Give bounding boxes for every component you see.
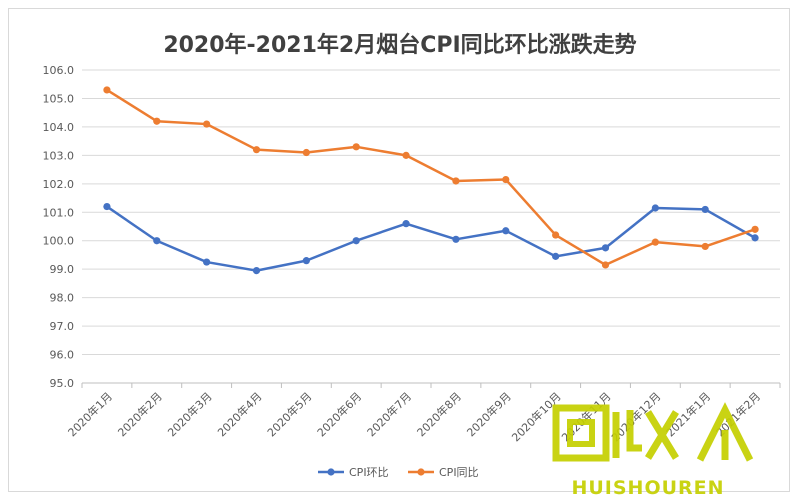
x-tick-label: 2020年7月 bbox=[364, 389, 414, 439]
series-line bbox=[106, 205, 756, 272]
data-point bbox=[153, 117, 161, 125]
y-tick-label: 104.0 bbox=[43, 121, 75, 134]
data-point bbox=[252, 146, 261, 154]
data-point bbox=[103, 86, 111, 94]
data-point bbox=[352, 237, 360, 245]
data-point bbox=[302, 257, 310, 265]
data-point bbox=[203, 120, 211, 128]
chart-frame bbox=[8, 8, 790, 492]
data-point bbox=[502, 227, 510, 235]
data-point bbox=[701, 205, 709, 214]
data-point bbox=[402, 220, 410, 228]
data-point bbox=[701, 242, 709, 251]
data-point bbox=[601, 244, 610, 252]
data-point bbox=[302, 148, 310, 157]
x-tick-label: 2020年3月 bbox=[165, 389, 215, 439]
data-point bbox=[103, 202, 111, 211]
series-line bbox=[106, 88, 756, 267]
y-axis-ticks: 95.0 96.0 97.0 98.0 99.0 100.0 101.0 102.0 103.0… bbox=[43, 64, 75, 390]
y-tick-label: 105.0 bbox=[43, 92, 75, 105]
y-tick-label: 95.0 bbox=[50, 377, 75, 390]
data-point bbox=[502, 175, 510, 184]
y-tick-label: 102.0 bbox=[43, 178, 75, 191]
y-tick-label: 101.0 bbox=[43, 206, 75, 219]
x-tick-label: 2020年8月 bbox=[414, 389, 464, 439]
watermark-sub-text: HUISHOUREN bbox=[571, 477, 724, 499]
x-tick-label: 2020年1月 bbox=[65, 389, 115, 439]
data-point bbox=[452, 235, 460, 243]
x-tick-label: 2020年9月 bbox=[464, 389, 514, 439]
data-point bbox=[252, 267, 261, 275]
data-point bbox=[751, 225, 759, 233]
y-tick-label: 99.0 bbox=[50, 263, 75, 276]
legend: CPI环比 CPI同比 bbox=[318, 466, 479, 479]
data-point bbox=[651, 238, 659, 246]
x-tick-label: 2020年2月 bbox=[115, 389, 165, 439]
series-cpi-mom bbox=[103, 202, 759, 275]
data-point bbox=[452, 177, 460, 185]
watermark-shou-glyph bbox=[612, 410, 679, 460]
data-point bbox=[153, 237, 161, 245]
y-tick-label: 100.0 bbox=[43, 235, 75, 248]
watermark-arrow-icon bbox=[696, 402, 754, 462]
data-point bbox=[651, 204, 659, 212]
y-tick-label: 106.0 bbox=[43, 64, 75, 77]
watermark-logo: 回收 HUISHOUREN bbox=[552, 402, 754, 499]
gridlines bbox=[81, 69, 781, 388]
x-tick-label: 2020年4月 bbox=[214, 389, 264, 439]
chart-title: 2020年-2021年2月烟台CPI同比环比涨跌走势 bbox=[163, 32, 636, 58]
y-tick-label: 103.0 bbox=[43, 149, 75, 162]
data-point bbox=[751, 234, 759, 242]
data-point bbox=[352, 143, 360, 151]
legend-marker bbox=[327, 468, 335, 476]
data-point bbox=[203, 258, 211, 266]
watermark-box-left bbox=[552, 404, 610, 462]
data-point bbox=[402, 151, 410, 159]
data-point bbox=[552, 231, 560, 239]
series-cpi-yoy bbox=[103, 86, 759, 269]
legend-label: CPI同比 bbox=[439, 466, 479, 479]
series-layer bbox=[103, 86, 759, 275]
x-tick-label: 2020年6月 bbox=[314, 389, 364, 439]
legend-marker bbox=[417, 468, 425, 476]
x-tick-label: 2020年5月 bbox=[264, 389, 314, 439]
y-tick-label: 98.0 bbox=[50, 292, 75, 305]
y-tick-label: 96.0 bbox=[50, 349, 75, 362]
data-point bbox=[601, 261, 610, 269]
watermark-box-inner bbox=[567, 419, 595, 447]
data-point bbox=[552, 252, 560, 260]
y-tick-label: 97.0 bbox=[50, 320, 75, 333]
legend-label: CPI环比 bbox=[349, 466, 389, 479]
